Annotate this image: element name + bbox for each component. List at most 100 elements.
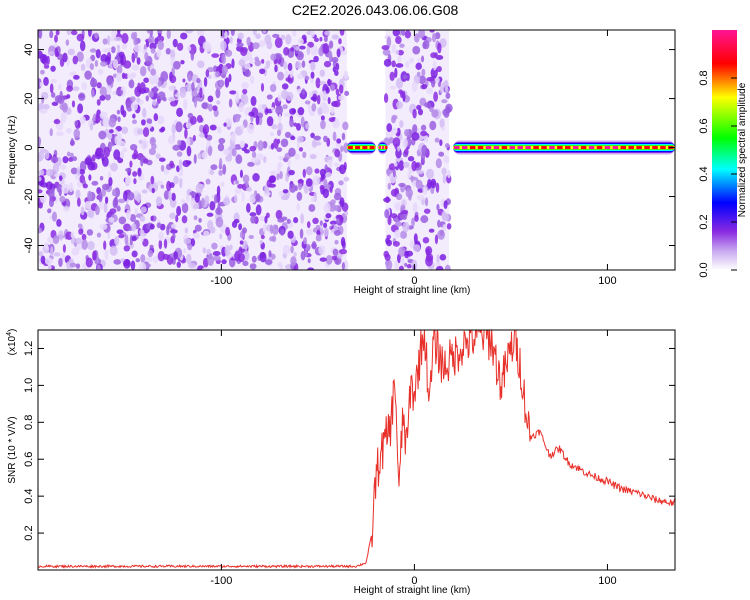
signal-peak <box>378 146 381 150</box>
noise-blob <box>95 113 99 125</box>
noise-blob <box>224 77 230 88</box>
noise-blob <box>43 64 50 69</box>
noise-blob <box>166 30 171 40</box>
noise-blob <box>236 42 244 48</box>
noise-blob <box>310 45 319 56</box>
noise-blob <box>394 67 398 79</box>
noise-blob <box>426 87 434 94</box>
noise-blob <box>209 169 215 176</box>
noise-blob <box>73 74 80 80</box>
noise-blob <box>50 246 54 257</box>
noise-blob <box>265 60 270 69</box>
noise-blob <box>38 227 43 234</box>
noise-blob <box>58 257 63 267</box>
noise-blob <box>240 124 245 131</box>
noise-blob <box>171 123 176 135</box>
noise-blob <box>310 61 316 71</box>
noise-blob <box>416 71 421 77</box>
noise-blob <box>405 250 414 257</box>
noise-blob <box>234 194 238 204</box>
noise-blob <box>439 85 444 94</box>
noise-blob <box>249 196 256 204</box>
noise-blob <box>296 73 304 80</box>
noise-blob <box>87 241 95 251</box>
noise-blob <box>299 45 306 50</box>
noise-blob <box>338 164 346 175</box>
noise-blob <box>306 221 311 229</box>
noise-blob <box>296 122 301 131</box>
noise-blob <box>258 40 266 48</box>
noise-blob <box>327 78 331 87</box>
noise-blob <box>105 85 112 95</box>
noise-blob <box>239 240 244 245</box>
noise-blob <box>304 100 311 105</box>
noise-blob <box>119 150 125 159</box>
noise-blob <box>441 167 447 176</box>
noise-blob <box>41 96 45 104</box>
noise-blob <box>444 264 451 270</box>
noise-blob <box>261 58 265 64</box>
noise-blob <box>47 236 53 243</box>
noise-blob <box>180 32 188 40</box>
noise-blob <box>116 109 121 115</box>
noise-blob <box>191 82 195 92</box>
noise-blob <box>309 153 317 160</box>
noise-blob <box>147 249 154 258</box>
noise-blob <box>229 244 233 251</box>
noise-blob <box>411 160 417 172</box>
noise-blob <box>244 63 251 70</box>
noise-blob <box>235 180 240 185</box>
noise-blob <box>101 187 107 197</box>
noise-blob <box>328 40 334 49</box>
noise-blob <box>225 118 233 127</box>
noise-blob <box>133 36 137 46</box>
spectrogram-x-axis-title: Height of straight line (km) <box>354 285 471 296</box>
noise-blob <box>412 244 421 252</box>
noise-blob <box>392 169 396 178</box>
noise-blob <box>207 219 214 231</box>
noise-blob <box>430 52 438 59</box>
noise-blob <box>422 236 430 244</box>
noise-blob <box>223 197 231 206</box>
noise-blob <box>233 144 242 150</box>
noise-blob <box>248 234 255 239</box>
noise-blob <box>390 127 398 135</box>
noise-blob <box>276 173 280 181</box>
noise-blob <box>168 96 176 102</box>
noise-blob <box>416 194 425 201</box>
noise-blob <box>237 32 244 40</box>
noise-blob <box>55 131 64 137</box>
noise-blob <box>197 152 202 160</box>
noise-blob <box>61 102 68 113</box>
noise-blob <box>257 140 264 151</box>
noise-blob <box>81 239 88 250</box>
noise-blob <box>297 179 304 184</box>
noise-blob <box>392 240 400 247</box>
noise-blob <box>145 95 149 102</box>
noise-blob <box>85 257 93 268</box>
noise-blob <box>429 120 437 131</box>
noise-blob <box>426 168 435 180</box>
noise-blob <box>216 100 221 105</box>
noise-blob <box>210 164 218 171</box>
noise-blob <box>98 200 104 211</box>
noise-blob <box>260 234 265 240</box>
noise-blob <box>239 140 245 149</box>
noise-blob <box>124 234 129 246</box>
noise-blob <box>386 168 391 175</box>
noise-blob <box>438 151 445 157</box>
noise-blob <box>229 90 237 95</box>
noise-blob <box>428 228 435 233</box>
x-tick-label: 100 <box>598 575 616 587</box>
noise-blob <box>239 169 244 178</box>
noise-blob <box>169 212 176 220</box>
noise-blob <box>116 65 123 75</box>
signal-peak <box>557 146 563 150</box>
noise-blob <box>446 223 452 230</box>
noise-blob <box>391 44 397 54</box>
noise-blob <box>249 75 255 85</box>
noise-blob <box>202 247 207 254</box>
noise-blob <box>312 90 318 96</box>
signal-peak <box>652 146 658 150</box>
noise-blob <box>387 215 392 226</box>
